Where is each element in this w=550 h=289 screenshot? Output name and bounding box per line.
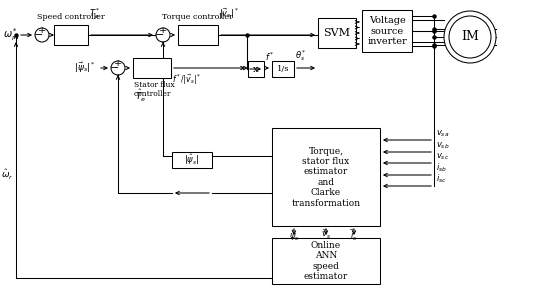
Text: $v_{sc}$: $v_{sc}$ — [436, 151, 449, 162]
Text: SVM: SVM — [323, 28, 350, 38]
Text: $f^*$: $f^*$ — [265, 51, 274, 63]
Text: $\theta_s^*$: $\theta_s^*$ — [295, 48, 307, 63]
Bar — [178, 25, 218, 45]
Text: 1/s: 1/s — [277, 65, 289, 73]
Circle shape — [444, 11, 496, 63]
Bar — [272, 238, 380, 284]
Text: $\vec{i}_s$: $\vec{i}_s$ — [350, 228, 358, 243]
Bar — [133, 58, 171, 78]
Circle shape — [111, 61, 125, 75]
Text: −: − — [34, 30, 43, 40]
Bar — [318, 18, 356, 48]
Text: Torque,
stator flux
estimator
and
Clarke
transformation: Torque, stator flux estimator and Clarke… — [292, 147, 361, 208]
Text: $|\vec{\psi}_s|^*$: $|\vec{\psi}_s|^*$ — [74, 61, 96, 75]
Text: $\omega_r^*$: $\omega_r^*$ — [3, 27, 18, 43]
Text: $|\hat{\psi}_s|$: $|\hat{\psi}_s|$ — [184, 153, 200, 167]
Text: Stator flux
controller: Stator flux controller — [134, 81, 175, 98]
Text: +: + — [160, 26, 168, 35]
Bar — [272, 128, 380, 226]
Text: +: + — [39, 26, 47, 35]
Text: $|\vec{v}_s|^*$: $|\vec{v}_s|^*$ — [219, 7, 239, 21]
Text: $\hat{\psi}_s$: $\hat{\psi}_s$ — [289, 228, 299, 242]
Text: $f^*/|\vec{v}_s|^*$: $f^*/|\vec{v}_s|^*$ — [172, 73, 201, 87]
Text: Online
ANN
speed
estimator: Online ANN speed estimator — [304, 241, 348, 281]
Circle shape — [449, 16, 491, 58]
Circle shape — [35, 28, 49, 42]
Text: $T_e^*$: $T_e^*$ — [89, 6, 101, 21]
Bar — [248, 61, 264, 77]
Text: $\hat{\omega}_r$: $\hat{\omega}_r$ — [2, 168, 14, 182]
Text: +: + — [114, 59, 123, 68]
Bar — [54, 25, 88, 45]
Text: −: − — [155, 30, 164, 40]
Text: $\hat{T}_e$: $\hat{T}_e$ — [135, 88, 146, 104]
Text: −: − — [110, 63, 119, 73]
Text: Speed controller: Speed controller — [37, 13, 105, 21]
Circle shape — [156, 28, 170, 42]
Text: $v_{sa}$: $v_{sa}$ — [436, 129, 449, 139]
Text: $v_{sb}$: $v_{sb}$ — [436, 140, 449, 151]
Text: $i_{sc}$: $i_{sc}$ — [436, 173, 447, 185]
Text: $\vec{v}_s$: $\vec{v}_s$ — [321, 228, 331, 241]
Bar — [362, 10, 412, 52]
Text: $i_{sb}$: $i_{sb}$ — [436, 162, 447, 174]
Bar — [272, 61, 294, 77]
Text: x: x — [253, 64, 258, 73]
Text: Torque controller: Torque controller — [162, 13, 234, 21]
Text: IM: IM — [461, 31, 479, 44]
Text: Voltage
source
inverter: Voltage source inverter — [367, 16, 407, 46]
Bar — [172, 152, 212, 168]
